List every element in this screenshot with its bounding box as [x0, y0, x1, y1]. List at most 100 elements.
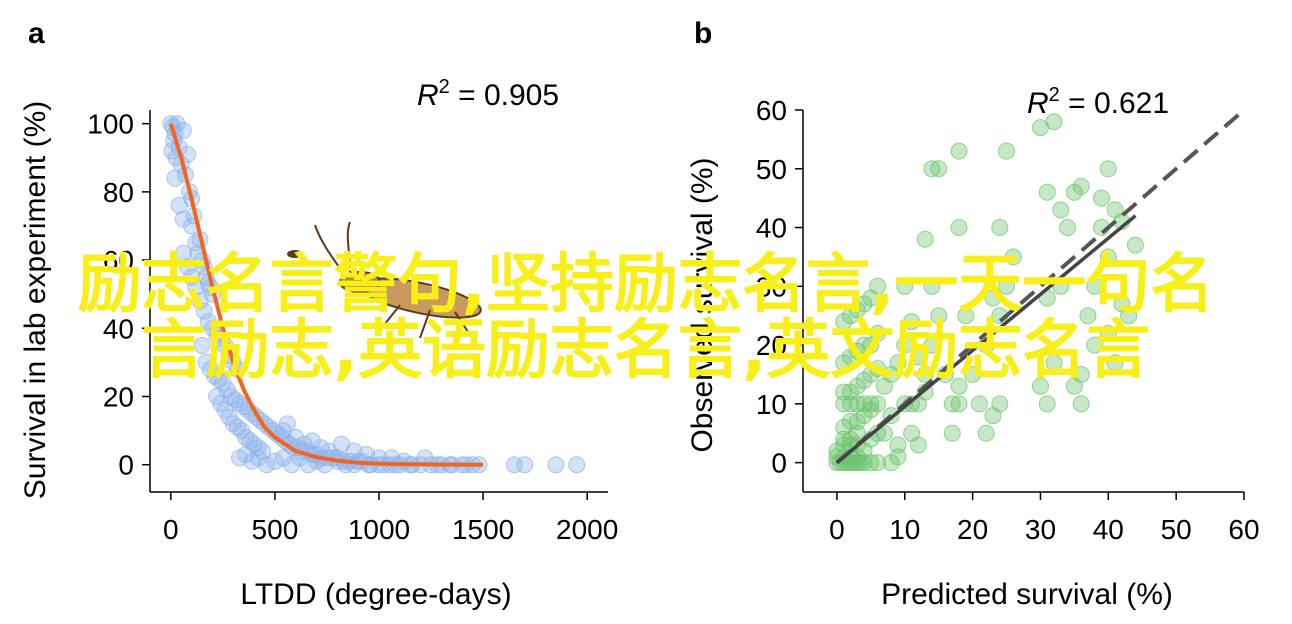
data-point	[950, 219, 968, 237]
data-point	[193, 336, 211, 354]
data-point	[855, 295, 873, 313]
data-point	[909, 436, 927, 454]
data-point	[1086, 336, 1104, 354]
data-point	[943, 424, 961, 442]
y-tick-label: 20	[756, 330, 787, 361]
x-tick-label: 10	[889, 514, 920, 545]
data-point	[984, 289, 1002, 307]
data-point	[1072, 395, 1090, 413]
data-point	[1038, 183, 1056, 201]
data-point	[258, 456, 276, 474]
data-point	[547, 456, 565, 474]
x-tick-label: 0	[163, 514, 179, 545]
data-point	[1099, 248, 1117, 266]
data-point	[998, 142, 1016, 160]
data-point	[835, 313, 853, 331]
panel-label-b: b	[694, 17, 712, 50]
chart-b: 0 10 20 30 40 50 60 0 10 20 30 40 50 60 R2 = 0.621 P…	[686, 84, 1260, 611]
chart-b-points	[828, 113, 1144, 472]
data-point	[1120, 307, 1138, 325]
data-point	[395, 452, 413, 470]
data-point	[516, 456, 534, 474]
chart-a-x-ticks: 0 500 1000 1500 2000	[163, 492, 618, 545]
x-tick-label: 40	[1093, 514, 1124, 545]
data-point	[889, 354, 907, 372]
data-point	[1106, 354, 1124, 372]
y-tick-label: 40	[756, 213, 787, 244]
y-tick-label: 60	[103, 245, 134, 276]
data-point	[848, 377, 866, 395]
chart-b-identity-line	[835, 108, 1246, 465]
chart-b-fit-line	[835, 214, 1137, 464]
data-point	[170, 197, 188, 214]
data-point	[882, 454, 900, 472]
data-point	[875, 377, 893, 395]
data-point	[869, 277, 887, 295]
data-point	[855, 371, 873, 389]
data-point	[178, 258, 196, 276]
x-tick-label: 2000	[556, 514, 618, 545]
data-point	[345, 442, 363, 460]
data-point	[855, 395, 873, 413]
x-tick-label: 20	[957, 514, 988, 545]
data-point	[841, 307, 859, 325]
y-tick-label: 80	[103, 177, 134, 208]
data-point	[266, 452, 284, 470]
data-point	[1093, 189, 1111, 207]
data-point	[1079, 307, 1097, 325]
data-point	[896, 277, 914, 295]
data-point	[869, 324, 887, 342]
data-point	[1045, 354, 1063, 372]
data-point	[835, 436, 853, 454]
data-point	[848, 412, 866, 430]
x-tick-label: 0	[829, 514, 845, 545]
data-point	[991, 395, 1009, 413]
y-tick-label: 10	[756, 389, 787, 420]
data-point	[835, 354, 853, 372]
chart-b-x-ticks: 0 10 20 30 40 50 60	[829, 492, 1260, 545]
chart-b-y-label: Observed survival (%)	[686, 157, 719, 452]
data-point	[916, 365, 934, 383]
data-point	[1038, 395, 1056, 413]
chart-b-x-label: Predicted survival (%)	[881, 578, 1173, 611]
data-point	[896, 336, 914, 354]
y-tick-label: 40	[103, 313, 134, 344]
data-point	[174, 244, 192, 262]
data-point	[930, 307, 948, 325]
data-point	[991, 219, 1009, 237]
data-point	[923, 160, 941, 178]
data-point	[964, 365, 982, 383]
data-point	[166, 169, 184, 187]
data-point	[1126, 236, 1144, 254]
chart-b-y-ticks: 0 10 20 30 40 50 60	[756, 95, 803, 479]
chart-a-y-label: Survival in lab experiment (%)	[19, 101, 52, 499]
data-point	[1072, 177, 1090, 195]
y-tick-label: 30	[756, 271, 787, 302]
x-tick-label: 60	[1228, 514, 1259, 545]
data-point	[841, 383, 859, 401]
data-point	[312, 439, 330, 457]
data-point	[1099, 324, 1117, 342]
data-point	[1031, 377, 1049, 395]
data-point	[889, 436, 907, 454]
x-tick-label: 30	[1025, 514, 1056, 545]
data-point	[903, 313, 921, 331]
data-point	[253, 442, 271, 460]
chart-a-x-label: LTDD (degree-days)	[240, 578, 511, 611]
data-point	[183, 268, 201, 286]
chart-b-annotation: R2 = 0.621	[1027, 84, 1169, 120]
data-point	[943, 395, 961, 413]
data-point	[889, 448, 907, 466]
data-point	[977, 424, 995, 442]
data-point	[869, 454, 887, 472]
y-tick-label: 0	[771, 448, 787, 479]
x-tick-label: 1000	[348, 514, 410, 545]
data-point	[1072, 365, 1090, 383]
data-point	[909, 348, 927, 366]
data-point	[568, 456, 586, 474]
chart-a-y-ticks: 0 20 40 60 80 100	[87, 109, 150, 481]
y-tick-label: 50	[756, 154, 787, 185]
data-point	[862, 365, 880, 383]
data-point	[855, 336, 873, 354]
x-tick-label: 50	[1161, 514, 1192, 545]
